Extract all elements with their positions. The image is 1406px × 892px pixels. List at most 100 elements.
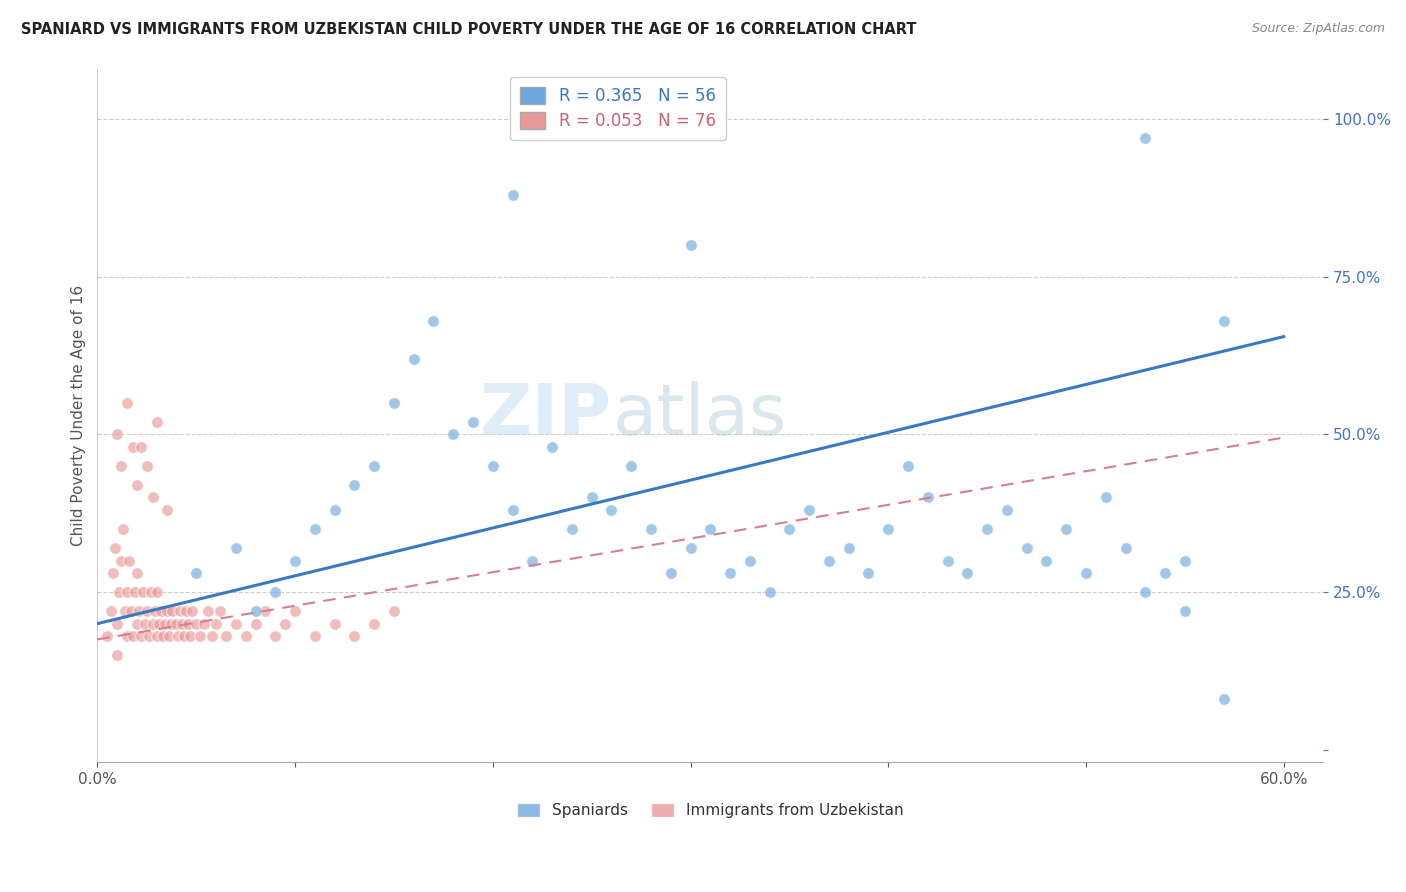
Point — [165, 616, 187, 631]
Point — [96, 629, 118, 643]
Point — [122, 440, 145, 454]
Point — [482, 458, 505, 473]
Point — [152, 629, 174, 643]
Point — [284, 553, 307, 567]
Point — [323, 616, 346, 631]
Point — [758, 585, 780, 599]
Point — [139, 585, 162, 599]
Point — [679, 238, 702, 252]
Point — [976, 522, 998, 536]
Point — [110, 553, 132, 567]
Point — [201, 629, 224, 643]
Point — [155, 604, 177, 618]
Point — [186, 566, 208, 581]
Point — [877, 522, 900, 536]
Point — [718, 566, 741, 581]
Point — [148, 616, 170, 631]
Point — [936, 553, 959, 567]
Point — [600, 503, 623, 517]
Point — [1074, 566, 1097, 581]
Point — [838, 541, 860, 555]
Point — [134, 616, 156, 631]
Text: Source: ZipAtlas.com: Source: ZipAtlas.com — [1251, 22, 1385, 36]
Point — [115, 396, 138, 410]
Point — [323, 503, 346, 517]
Text: atlas: atlas — [612, 381, 786, 450]
Point — [699, 522, 721, 536]
Point — [818, 553, 841, 567]
Point — [343, 478, 366, 492]
Point — [128, 604, 150, 618]
Point — [363, 616, 385, 631]
Point — [197, 604, 219, 618]
Point — [738, 553, 761, 567]
Point — [142, 491, 165, 505]
Point — [181, 604, 204, 618]
Point — [799, 503, 821, 517]
Point — [172, 616, 194, 631]
Point — [778, 522, 800, 536]
Point — [149, 604, 172, 618]
Point — [274, 616, 297, 631]
Point — [1094, 491, 1116, 505]
Point — [205, 616, 228, 631]
Point — [135, 458, 157, 473]
Point — [917, 491, 939, 505]
Point — [125, 566, 148, 581]
Point — [640, 522, 662, 536]
Point — [129, 440, 152, 454]
Point — [620, 458, 643, 473]
Text: ZIP: ZIP — [479, 381, 612, 450]
Point — [264, 629, 287, 643]
Point — [100, 604, 122, 618]
Text: SPANIARD VS IMMIGRANTS FROM UZBEKISTAN CHILD POVERTY UNDER THE AGE OF 16 CORRELA: SPANIARD VS IMMIGRANTS FROM UZBEKISTAN C… — [21, 22, 917, 37]
Point — [561, 522, 583, 536]
Point — [143, 604, 166, 618]
Point — [153, 616, 176, 631]
Point — [145, 629, 167, 643]
Point — [105, 616, 128, 631]
Point — [169, 604, 191, 618]
Point — [125, 478, 148, 492]
Point — [382, 604, 405, 618]
Point — [225, 541, 247, 555]
Point — [461, 415, 484, 429]
Point — [1213, 692, 1236, 706]
Point — [145, 585, 167, 599]
Point — [118, 553, 141, 567]
Point — [115, 585, 138, 599]
Point — [167, 629, 190, 643]
Point — [129, 629, 152, 643]
Point — [101, 566, 124, 581]
Point — [1135, 131, 1157, 145]
Point — [105, 648, 128, 663]
Point — [110, 458, 132, 473]
Point — [186, 616, 208, 631]
Point — [422, 314, 444, 328]
Point — [284, 604, 307, 618]
Point — [104, 541, 127, 555]
Point — [162, 604, 184, 618]
Point — [858, 566, 880, 581]
Point — [124, 585, 146, 599]
Point — [956, 566, 979, 581]
Point — [145, 415, 167, 429]
Point — [142, 616, 165, 631]
Point — [235, 629, 257, 643]
Point — [382, 396, 405, 410]
Point — [441, 427, 464, 442]
Point — [114, 604, 136, 618]
Point — [179, 629, 201, 643]
Point — [363, 458, 385, 473]
Point — [157, 629, 180, 643]
Point — [135, 604, 157, 618]
Point — [208, 604, 231, 618]
Point — [1015, 541, 1038, 555]
Point — [581, 491, 603, 505]
Legend: Spaniards, Immigrants from Uzbekistan: Spaniards, Immigrants from Uzbekistan — [510, 797, 910, 824]
Point — [1035, 553, 1057, 567]
Point — [159, 616, 181, 631]
Point — [176, 604, 198, 618]
Point — [1154, 566, 1177, 581]
Point — [1115, 541, 1137, 555]
